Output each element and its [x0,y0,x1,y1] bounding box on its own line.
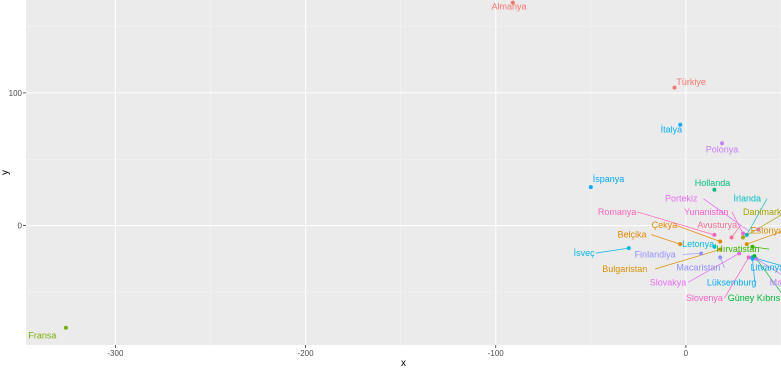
x-tick-label: 0 [684,349,689,358]
point-label-bel-ika: Belçika [617,230,646,240]
x-tick-label: -200 [298,349,315,358]
x-axis-ticks: -300 -200 -100 0 [107,345,689,358]
leader-line-avusturya [731,225,741,238]
leader-line-g-ney-k-br-s [754,255,781,293]
point-label-danimarka: Danimarka [743,207,781,217]
plot-background [26,0,781,345]
point-label-macaristan: Macaristan [676,263,720,273]
point-label-almanya: Almanya [492,1,527,11]
major-gridlines [26,0,781,345]
data-point-polonya [720,141,725,146]
leader-line-romanya [637,211,715,236]
leader-line-h-rvatistan [752,246,770,250]
point-label-slovakya: Slovakya [650,277,687,287]
leader-line-portekiz [703,198,749,232]
point-label-letonya: Letonya [682,239,714,249]
leader-line--ekya [675,224,721,242]
point-label-bulgaristan: Bulgaristan [602,264,647,274]
point-label-h-rvatistan: Hırvatistan [716,244,759,254]
data-point-bulgaristan [718,247,723,252]
data-point-portekiz [756,227,761,232]
data-points [63,0,761,330]
data-point-yunanistan [740,231,745,236]
data-point-slovenya [746,255,751,260]
data-point-avusturya [729,235,734,240]
point-label-i-rlanda: İrlanda [733,194,761,204]
data-point-i-sve- [626,246,631,251]
point-label-i-talya: İtalya [661,125,683,135]
point-label-i-spanya: İspanya [593,174,625,184]
data-point-slovakya [737,251,742,256]
leader-line-estonya [746,231,781,245]
data-point-finlandiya [699,251,704,256]
x-tick-label: -300 [107,349,124,358]
point-label-avusturya: Avusturya [697,220,737,230]
x-axis-title: x [401,358,406,369]
data-point-i-rlanda [744,232,749,237]
minor-gridlines [26,0,781,345]
data-point-romanya [712,232,717,237]
point-label-t-rkiye: Türkiye [676,77,706,87]
leader-line-finlandiya [682,253,702,255]
point-label-portekiz: Portekiz [665,194,698,204]
point-label-estonya: Estonya [751,226,781,236]
point-label-litvanya: Litvanya [751,263,781,273]
point-label-romanya: Romanya [598,207,637,217]
data-point-estonya [744,242,749,247]
point-label-g-ney-k-br-s: Güney Kıbrıs [728,293,781,303]
data-point-i-spanya [588,185,593,190]
data-point-macaristan [718,255,723,260]
data-point-letonya [712,244,717,249]
data-point-i-talya [678,122,683,127]
point-label-fransa: Fransa [28,330,56,340]
point-label-hollanda: Hollanda [695,178,731,188]
leader-line-bulgaristan [654,249,721,270]
data-point--ekya [718,239,723,244]
data-point-danimarka [740,235,745,240]
point-label-l-ksemburg: Lüksemburg [707,277,757,287]
y-axis-ticks: 0 100 [9,89,26,231]
point-label-malta: Malta [770,277,781,287]
data-point-bel-ika [678,242,683,247]
point-label-slovenya: Slovenya [686,293,723,303]
point-label-yunanistan: Yunanistan [684,207,729,217]
y-axis-title: y [0,170,11,175]
leader-line-slovenya [724,257,749,299]
point-labels: Almanya Türkiye İtalya Polonya İspanya Hollan… [28,1,781,340]
leader-line-litvanya [752,257,781,266]
y-tick-label: 100 [9,89,23,98]
leader-line-yunanistan [731,211,744,234]
point-label-i-sve-: İsveç [574,248,596,258]
leader-line-malta [756,258,781,275]
leader-line-slovakya [688,253,740,283]
point-label--ekya: Çekya [652,220,678,230]
data-point-hollanda [712,187,717,192]
leader-line-danimarka [742,214,781,238]
data-point-fransa [63,325,68,330]
point-label-finlandiya: Finlandiya [635,249,676,259]
data-point-g-ney-k-br-s [752,254,757,259]
data-point-almanya [510,0,515,5]
x-tick-label: -100 [488,349,505,358]
label-leader-lines [595,198,781,299]
data-point-h-rvatistan [750,244,755,249]
leader-line-l-ksemburg [752,258,756,283]
data-point-t-rkiye [672,85,677,90]
leader-line-bel-ika [650,234,681,245]
point-label-polonya: Polonya [706,145,739,155]
leader-line-i-sve- [595,247,629,254]
leader-line-i-rlanda [746,198,768,236]
y-tick-label: 0 [18,222,23,231]
